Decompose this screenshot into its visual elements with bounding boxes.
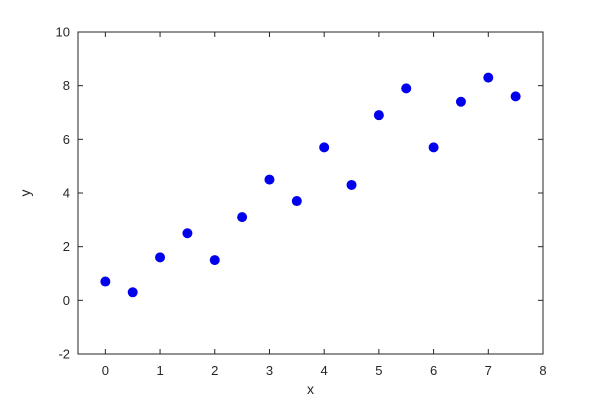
data-point <box>237 212 248 223</box>
y-tick-label: 10 <box>56 25 70 40</box>
x-tick-label: 8 <box>539 363 546 378</box>
data-point <box>100 276 111 287</box>
x-tick-label: 6 <box>430 363 437 378</box>
x-tick-label: 7 <box>485 363 492 378</box>
data-point <box>182 228 193 239</box>
data-point <box>209 255 220 266</box>
plot-box <box>77 31 544 355</box>
data-point <box>346 179 357 190</box>
data-point <box>291 196 302 207</box>
data-point <box>155 252 166 263</box>
y-tick-label: 4 <box>63 186 70 201</box>
x-tick-label: 4 <box>321 363 328 378</box>
y-tick-label: 6 <box>63 132 70 147</box>
data-point <box>264 174 275 185</box>
y-tick-label: -2 <box>58 347 70 362</box>
data-point <box>428 142 439 153</box>
x-axis-label: x <box>307 381 314 397</box>
data-point <box>401 83 412 94</box>
data-point <box>319 142 330 153</box>
data-point <box>455 96 466 107</box>
y-tick-label: 8 <box>63 78 70 93</box>
x-tick-label: 5 <box>375 363 382 378</box>
x-tick-label: 2 <box>211 363 218 378</box>
y-axis-label: y <box>17 190 33 197</box>
x-tick-label: 3 <box>266 363 273 378</box>
data-point <box>127 287 138 298</box>
data-point <box>510 91 521 102</box>
y-tick-label: 0 <box>63 293 70 308</box>
data-point <box>373 110 384 121</box>
y-tick-label: 2 <box>63 239 70 254</box>
data-point <box>483 72 494 83</box>
x-tick-label: 0 <box>102 363 109 378</box>
x-tick-label: 1 <box>156 363 163 378</box>
